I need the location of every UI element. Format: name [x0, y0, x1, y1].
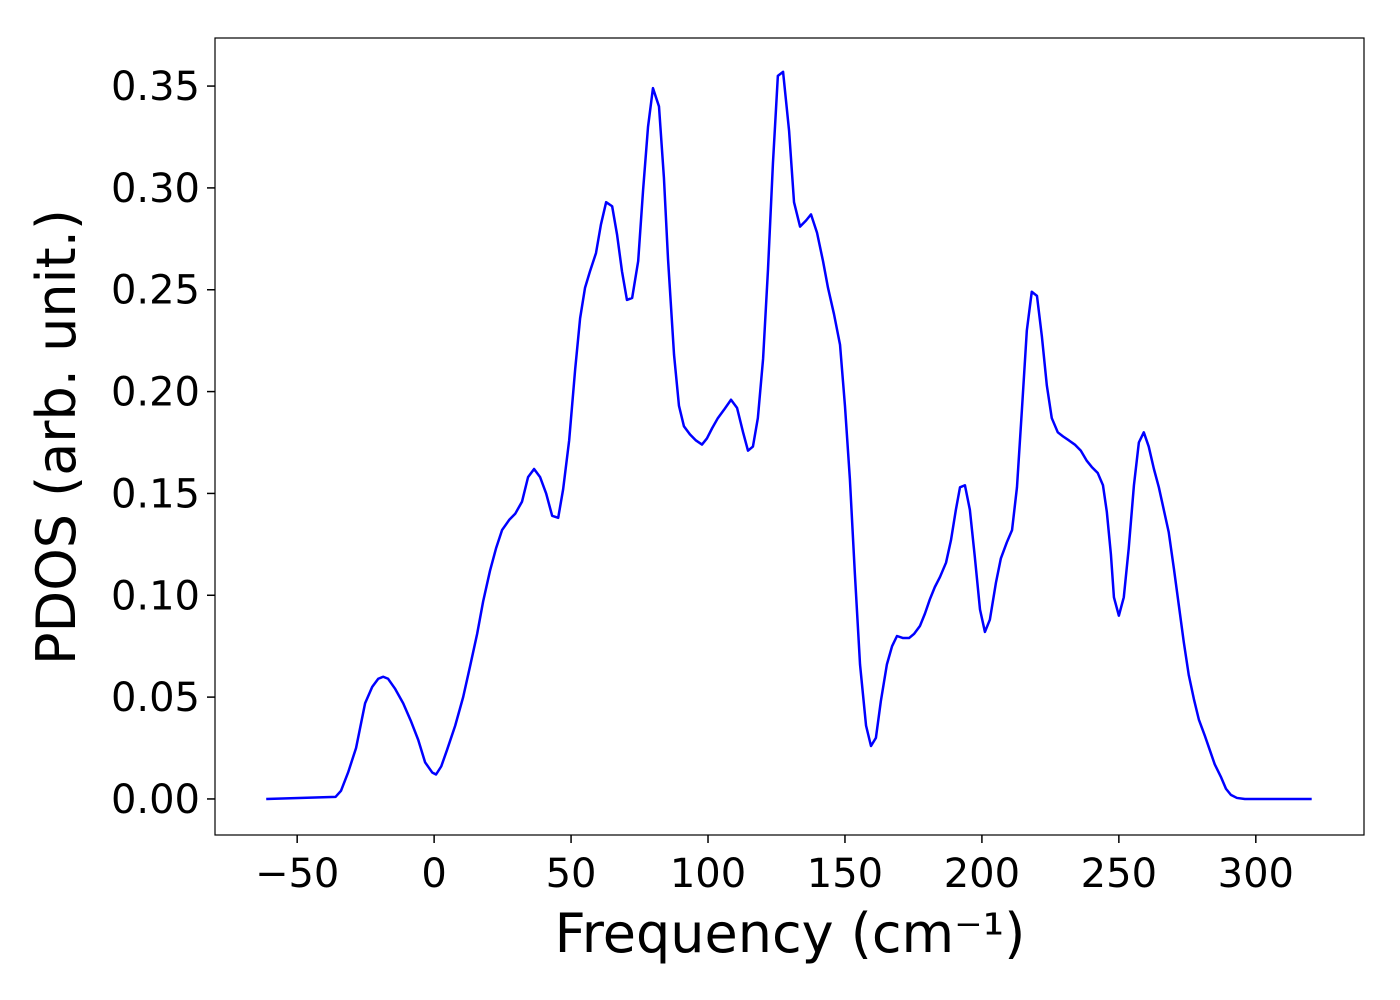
y-axis-label: PDOS (arb. unit.)	[25, 209, 88, 665]
x-tick-label: −50	[255, 851, 339, 897]
x-tick-label: 150	[807, 851, 883, 897]
x-tick-label: 50	[546, 851, 597, 897]
y-tick-label: 0.15	[111, 471, 200, 517]
data-line	[266, 70, 1312, 801]
y-tick-label: 0.10	[111, 573, 200, 619]
x-tick-label: 200	[944, 851, 1020, 897]
x-tick-label: 300	[1218, 851, 1294, 897]
x-tick-label: 250	[1081, 851, 1157, 897]
y-tick-label: 0.00	[111, 777, 200, 823]
y-tick-label: 0.35	[111, 64, 200, 110]
y-tick-label: 0.20	[111, 370, 200, 416]
x-axis-label: Frequency (cm⁻¹)	[555, 902, 1026, 965]
y-tick-label: 0.25	[111, 268, 200, 314]
y-tick-label: 0.30	[111, 166, 200, 212]
x-tick-label: 0	[421, 851, 446, 897]
y-tick-label: 0.05	[111, 675, 200, 721]
plot-frame	[214, 37, 1365, 836]
x-tick-label: 100	[670, 851, 746, 897]
